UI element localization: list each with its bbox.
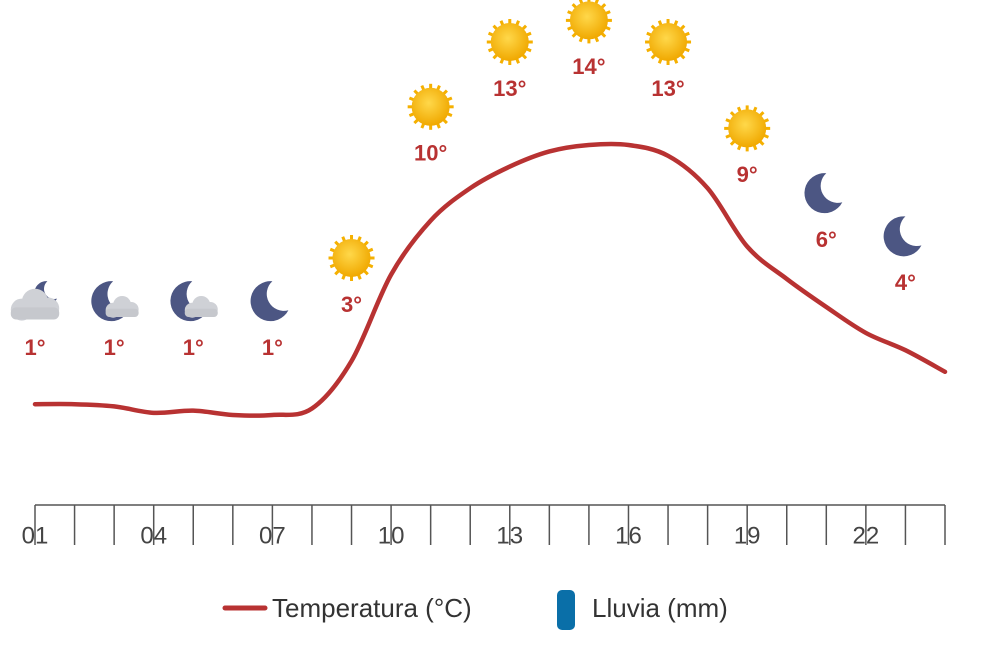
data-label: 6°	[816, 227, 837, 252]
sun	[649, 23, 688, 61]
weather-icon	[883, 216, 922, 257]
sun	[332, 239, 371, 277]
moon	[883, 216, 922, 257]
x-tick-label: 01	[22, 522, 49, 549]
data-label: 13°	[493, 76, 526, 101]
x-tick-label: 22	[853, 522, 880, 549]
data-label: 10°	[414, 141, 447, 166]
x-tick-label: 07	[259, 522, 286, 549]
data-label: 1°	[262, 335, 283, 360]
weather-icon	[407, 83, 454, 130]
weather-icon	[565, 0, 612, 44]
x-tick-label: 16	[615, 522, 642, 549]
data-label: 14°	[572, 54, 605, 79]
data-label: 4°	[895, 270, 916, 295]
data-label: 13°	[651, 76, 684, 101]
weather-icon	[724, 105, 771, 152]
x-tick-label: 13	[496, 522, 523, 549]
cloud-part	[105, 308, 139, 317]
sun	[728, 109, 767, 148]
weather-icon	[170, 281, 218, 322]
weather-icon	[486, 19, 533, 65]
weather-icon	[91, 281, 139, 322]
weather-icon	[10, 281, 60, 321]
sun	[490, 23, 529, 61]
sun	[411, 87, 450, 126]
moon	[804, 173, 843, 214]
cloud-part	[10, 307, 60, 320]
data-label: 3°	[341, 292, 362, 317]
legend-swatch	[557, 590, 575, 630]
temperature-line	[32, 141, 948, 418]
cloud-part	[184, 308, 218, 317]
x-tick-label: 04	[140, 522, 167, 549]
data-label: 1°	[183, 335, 204, 360]
weather-icon	[645, 19, 692, 65]
weather-icon	[328, 235, 375, 281]
legend-label: Lluvia (mm)	[592, 593, 728, 623]
data-label: 1°	[24, 335, 45, 360]
weather-icon	[804, 173, 843, 214]
x-tick-label: 10	[378, 522, 405, 549]
weather-icon	[250, 281, 289, 322]
moon	[250, 281, 289, 322]
data-label: 1°	[104, 335, 125, 360]
legend-label: Temperatura (°C)	[272, 593, 472, 623]
data-label: 9°	[737, 162, 758, 187]
sun	[569, 1, 608, 40]
x-tick-label: 19	[734, 522, 761, 549]
